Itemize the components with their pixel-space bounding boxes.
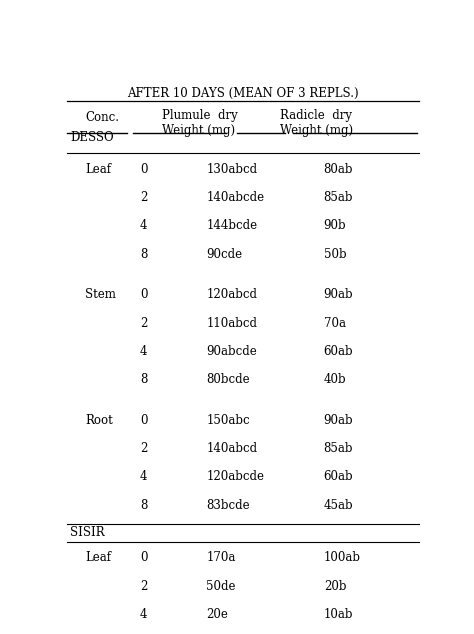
Text: SISIR: SISIR (70, 526, 105, 539)
Text: 90ab: 90ab (324, 414, 353, 427)
Text: AFTER 10 DAYS (MEAN OF 3 REPLS.): AFTER 10 DAYS (MEAN OF 3 REPLS.) (127, 87, 359, 100)
Text: Conc.: Conc. (85, 111, 119, 124)
Text: 80ab: 80ab (324, 163, 353, 176)
Text: 70a: 70a (324, 316, 346, 330)
Text: 2: 2 (140, 316, 147, 330)
Text: 40b: 40b (324, 373, 346, 386)
Text: 120abcde: 120abcde (206, 470, 264, 483)
Text: 170a: 170a (206, 552, 236, 564)
Text: 50b: 50b (324, 248, 346, 261)
Text: Plumule  dry
Weight (mg): Plumule dry Weight (mg) (162, 109, 238, 137)
Text: 130abcd: 130abcd (206, 163, 257, 176)
Text: 4: 4 (140, 608, 147, 621)
Text: 0: 0 (140, 414, 147, 427)
Text: 20e: 20e (206, 608, 228, 621)
Text: Radicle  dry
Weight (mg): Radicle dry Weight (mg) (280, 109, 353, 137)
Text: 2: 2 (140, 191, 147, 204)
Text: 0: 0 (140, 288, 147, 301)
Text: 150abc: 150abc (206, 414, 250, 427)
Text: 4: 4 (140, 345, 147, 358)
Text: 20b: 20b (324, 579, 346, 593)
Text: 144bcde: 144bcde (206, 219, 257, 233)
Text: Leaf: Leaf (85, 163, 111, 176)
Text: 100ab: 100ab (324, 552, 361, 564)
Text: 90abcde: 90abcde (206, 345, 257, 358)
Text: Stem: Stem (85, 288, 116, 301)
Text: 2: 2 (140, 442, 147, 455)
Text: 85ab: 85ab (324, 191, 353, 204)
Text: 50de: 50de (206, 579, 236, 593)
Text: 4: 4 (140, 470, 147, 483)
Text: 60ab: 60ab (324, 345, 353, 358)
Text: 0: 0 (140, 552, 147, 564)
Text: 120abcd: 120abcd (206, 288, 257, 301)
Text: 110abcd: 110abcd (206, 316, 257, 330)
Text: 4: 4 (140, 219, 147, 233)
Text: Root: Root (85, 414, 113, 427)
Text: 85ab: 85ab (324, 442, 353, 455)
Text: 8: 8 (140, 499, 147, 512)
Text: Leaf: Leaf (85, 552, 111, 564)
Text: 90cde: 90cde (206, 248, 242, 261)
Text: 90b: 90b (324, 219, 346, 233)
Text: 0: 0 (140, 163, 147, 176)
Text: 60ab: 60ab (324, 470, 353, 483)
Text: 8: 8 (140, 373, 147, 386)
Text: 140abcd: 140abcd (206, 442, 257, 455)
Text: 140abcde: 140abcde (206, 191, 264, 204)
Text: DESSO: DESSO (70, 131, 114, 144)
Text: 90ab: 90ab (324, 288, 353, 301)
Text: 8: 8 (140, 248, 147, 261)
Text: 83bcde: 83bcde (206, 499, 250, 512)
Text: 2: 2 (140, 579, 147, 593)
Text: 10ab: 10ab (324, 608, 353, 621)
Text: 45ab: 45ab (324, 499, 353, 512)
Text: 80bcde: 80bcde (206, 373, 250, 386)
